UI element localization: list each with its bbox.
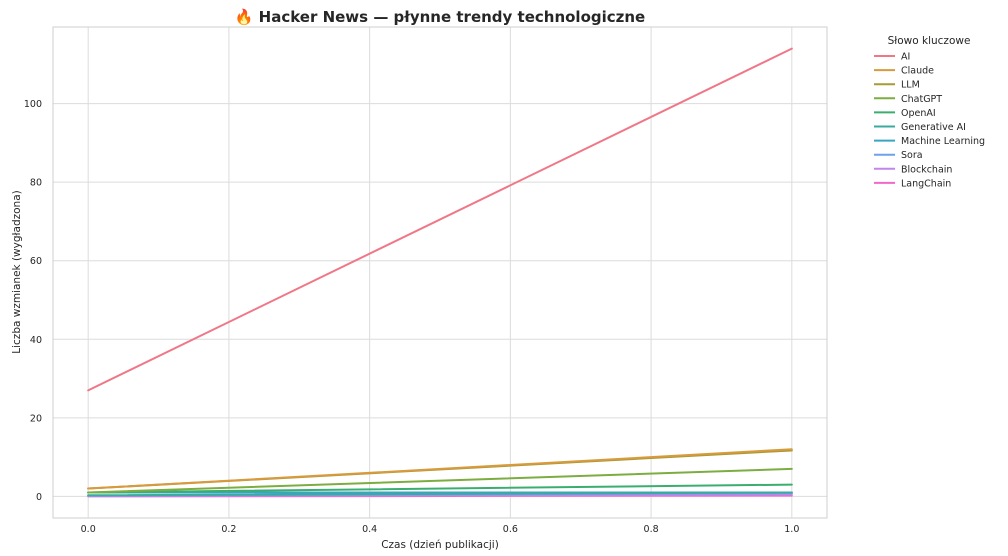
series-lines (87, 47, 793, 498)
x-tick-label: 0.0 (81, 524, 96, 535)
legend-label: LLM (901, 80, 920, 91)
legend-item: Claude (874, 66, 934, 77)
y-axis-label: Liczba wzmianek (wygładzona) (11, 190, 23, 353)
legend-label: OpenAI (901, 108, 936, 119)
legend-label: Sora (901, 150, 923, 161)
legend-item: Blockchain (874, 164, 952, 175)
x-tick-label: 0.6 (503, 524, 518, 535)
legend-items: AI Claude LLM ChatGPT OpenAI Generative AI Mac… (874, 52, 985, 189)
legend-item: LangChain (874, 178, 951, 189)
plot-frame (52, 26, 828, 519)
x-tick-label: 0.8 (644, 524, 659, 535)
legend-item: OpenAI (874, 108, 936, 119)
series-line-claude (87, 448, 793, 490)
legend-label: Generative AI (901, 122, 966, 133)
y-tick-label: 100 (24, 99, 42, 110)
series-line-generative-ai (87, 491, 793, 497)
legend: Słowo kluczowe AI Claude LLM ChatGPT OpenAI G… (874, 35, 985, 189)
y-tick-label: 20 (30, 413, 42, 424)
legend-item: ChatGPT (874, 94, 942, 105)
series-line-chatgpt (87, 467, 793, 494)
legend-item: Generative AI (874, 122, 966, 133)
legend-label: AI (901, 52, 910, 63)
legend-label: ChatGPT (901, 94, 942, 105)
x-axis-label: Czas (dzień publikacji) (381, 539, 499, 551)
y-tick-label: 40 (30, 335, 42, 346)
y-tick-label: 80 (30, 178, 42, 189)
x-tick-label: 1.0 (784, 524, 799, 535)
y-tick-label: 60 (30, 256, 42, 267)
legend-item: Sora (874, 150, 923, 161)
y-tick-label: 0 (36, 492, 42, 503)
legend-label: Blockchain (901, 164, 952, 175)
legend-item: Machine Learning (874, 136, 985, 147)
series-line-ai (87, 47, 793, 392)
legend-title: Słowo kluczowe (888, 35, 971, 47)
x-tick-label: 0.4 (362, 524, 377, 535)
legend-label: Claude (901, 66, 934, 77)
legend-label: Machine Learning (901, 136, 985, 147)
legend-label: LangChain (901, 178, 951, 189)
tick-labels: 0.0 0.2 0.4 0.6 0.8 1.0 0 20 40 60 80 100 (24, 99, 800, 535)
legend-item: LLM (874, 80, 920, 91)
series-line-openai (87, 483, 793, 494)
chart-title: 🔥 Hacker News — płynne trendy technologi… (235, 8, 645, 26)
x-tick-label: 0.2 (221, 524, 236, 535)
legend-item: AI (874, 52, 910, 63)
grid-lines (53, 27, 827, 518)
